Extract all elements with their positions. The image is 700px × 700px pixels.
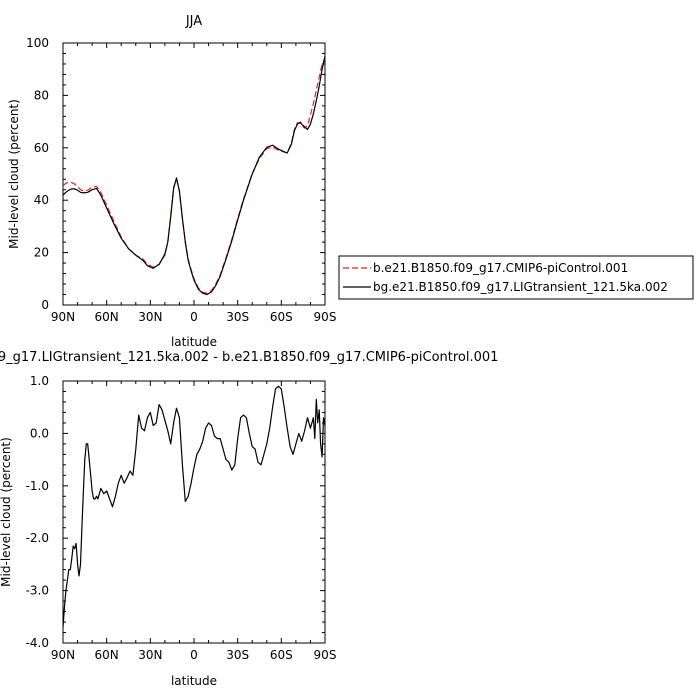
- x-tick-label: 60N: [95, 648, 119, 662]
- x-tick-label: 60S: [270, 310, 293, 324]
- top-plot-title: JJA: [185, 14, 202, 29]
- y-tick-label: 80: [34, 88, 49, 102]
- top-tick-labels: 90N 60N 30N 0 30S 60S 90S 0 20 40 60 80 100: [26, 36, 336, 324]
- bottom-plot-title: bg.e21.B1850.f09_g17.LIGtransient_121.5k…: [0, 350, 498, 365]
- bottom-panel: bg.e21.B1850.f09_g17.LIGtransient_121.5k…: [0, 350, 498, 688]
- bottom-ticks: [62, 380, 326, 644]
- legend-box: [338, 255, 694, 300]
- bottom-x-axis-title: latitude: [171, 674, 217, 688]
- y-tick-label: -3.0: [26, 584, 49, 598]
- x-tick-label: 60S: [270, 648, 293, 662]
- x-tick-label: 30S: [226, 648, 249, 662]
- y-tick-label: 100: [26, 36, 49, 50]
- top-series-lines: [62, 55, 326, 296]
- x-tick-label: 90N: [51, 648, 75, 662]
- bottom-y-axis-title: Mid-level cloud (percent): [0, 437, 13, 587]
- bottom-series-line-0: [62, 385, 326, 628]
- legend-label-picontrol: b.e21.B1850.f09_g17.CMIP6-piControl.001: [373, 261, 628, 275]
- x-tick-label: 0: [190, 310, 198, 324]
- y-tick-label: 60: [34, 141, 49, 155]
- x-tick-label: 90S: [314, 310, 337, 324]
- y-tick-label: -1.0: [26, 479, 49, 493]
- top-panel: JJA 90N 60N 30N 0 30S 60S 90S 0 20 40 60 80 100 lati…: [7, 14, 336, 349]
- top-series-line-1: [62, 55, 326, 296]
- y-tick-label: 1.0: [30, 374, 49, 388]
- legend: b.e21.B1850.f09_g17.CMIP6-piControl.001 …: [338, 255, 694, 300]
- y-tick-label: 0.0: [30, 426, 49, 440]
- x-tick-label: 90S: [314, 648, 337, 662]
- x-tick-label: 60N: [95, 310, 119, 324]
- y-tick-label: 20: [34, 246, 49, 260]
- y-tick-label: 0: [41, 298, 49, 312]
- x-tick-label: 30S: [226, 310, 249, 324]
- x-tick-label: 30N: [138, 310, 162, 324]
- top-y-axis-title: Mid-level cloud (percent): [7, 99, 21, 249]
- bottom-series-lines: [62, 385, 326, 628]
- y-tick-label: -4.0: [26, 636, 49, 650]
- top-ticks: [62, 42, 326, 306]
- x-tick-label: 0: [190, 648, 198, 662]
- bottom-tick-labels: 90N 60N 30N 0 30S 60S 90S -4.0 -3.0 -2.0 -1.0 0.0 1.…: [26, 374, 337, 662]
- legend-label-ligtransient: bg.e21.B1850.f09_g17.LIGtransient_121.5k…: [373, 280, 668, 294]
- x-tick-label: 30N: [138, 648, 162, 662]
- x-tick-label: 90N: [51, 310, 75, 324]
- top-x-axis-title: latitude: [171, 335, 217, 349]
- y-tick-label: 40: [34, 193, 49, 207]
- y-tick-label: -2.0: [26, 531, 49, 545]
